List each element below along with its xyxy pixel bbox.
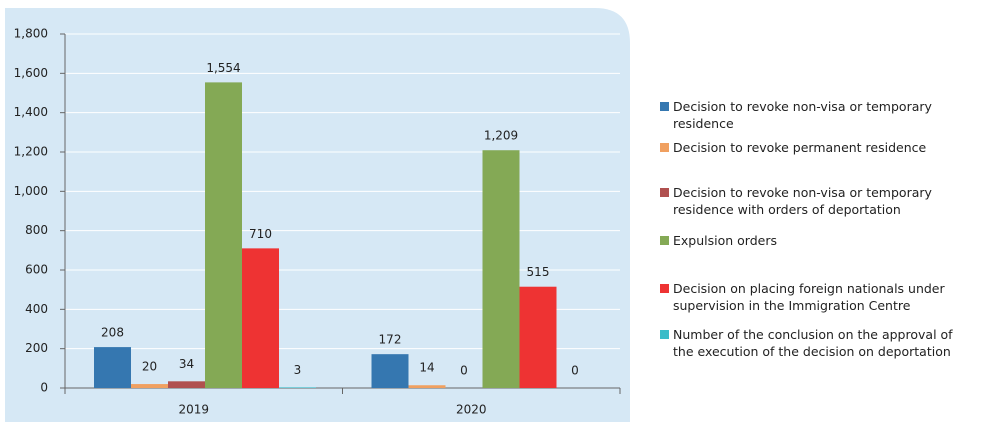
legend-swatch bbox=[660, 284, 669, 293]
bar bbox=[168, 381, 205, 388]
chart-background bbox=[5, 8, 630, 422]
bar bbox=[94, 347, 131, 388]
value-label: 1,554 bbox=[206, 61, 240, 75]
bar bbox=[408, 385, 446, 388]
value-label: 14 bbox=[419, 361, 434, 375]
y-tick-label: 1,200 bbox=[14, 145, 48, 159]
y-tick-label: 1,000 bbox=[14, 184, 48, 198]
legend-label: Decision to revoke permanent residence bbox=[673, 140, 927, 155]
value-label: 3 bbox=[294, 363, 302, 377]
value-label: 172 bbox=[379, 333, 402, 347]
y-tick-label: 600 bbox=[25, 263, 48, 277]
bar bbox=[519, 286, 557, 388]
x-tick-label: 2019 bbox=[178, 403, 209, 417]
legend-swatch bbox=[660, 188, 669, 197]
value-label: 208 bbox=[101, 326, 124, 340]
legend-label: Expulsion orders bbox=[673, 233, 777, 248]
legend-label: Decision to revoke non-visa or temporary… bbox=[673, 99, 932, 131]
bar bbox=[205, 82, 242, 388]
legend-item: Decision to revoke non-visa or temporary… bbox=[660, 184, 973, 218]
value-label: 20 bbox=[142, 360, 157, 374]
bar bbox=[242, 248, 279, 388]
y-tick-label: 1,600 bbox=[14, 66, 48, 80]
chart: 02004006008001,0001,2001,4001,6001,80020… bbox=[5, 8, 630, 422]
x-tick-label: 2020 bbox=[456, 403, 487, 417]
legend-swatch bbox=[660, 102, 669, 111]
legend-item: Decision to revoke permanent residence bbox=[660, 139, 973, 156]
legend-item: Decision on placing foreign nationals un… bbox=[660, 280, 973, 314]
y-tick-label: 0 bbox=[40, 381, 48, 395]
legend-item: Expulsion orders bbox=[660, 232, 973, 249]
bar bbox=[482, 150, 520, 388]
legend-label: Decision to revoke non-visa or temporary… bbox=[673, 185, 932, 217]
bar bbox=[131, 384, 168, 388]
y-tick-label: 400 bbox=[25, 302, 48, 316]
value-label: 515 bbox=[527, 265, 550, 279]
legend-swatch bbox=[660, 236, 669, 245]
value-label: 710 bbox=[249, 227, 272, 241]
y-tick-label: 1,400 bbox=[14, 105, 48, 119]
legend-swatch bbox=[660, 330, 669, 339]
value-label: 34 bbox=[179, 357, 194, 371]
legend-label: Decision on placing foreign nationals un… bbox=[673, 281, 945, 313]
y-tick-label: 1,800 bbox=[14, 27, 48, 41]
legend-label: Number of the conclusion on the approval… bbox=[673, 327, 953, 359]
value-label: 0 bbox=[571, 364, 579, 378]
y-tick-label: 800 bbox=[25, 223, 48, 237]
bar bbox=[371, 354, 409, 388]
bar bbox=[279, 387, 316, 388]
legend-item: Number of the conclusion on the approval… bbox=[660, 326, 973, 360]
value-label: 1,209 bbox=[484, 129, 518, 143]
legend-swatch bbox=[660, 143, 669, 152]
y-tick-label: 200 bbox=[25, 341, 48, 355]
value-label: 0 bbox=[460, 364, 468, 378]
legend-item: Decision to revoke non-visa or temporary… bbox=[660, 98, 973, 132]
